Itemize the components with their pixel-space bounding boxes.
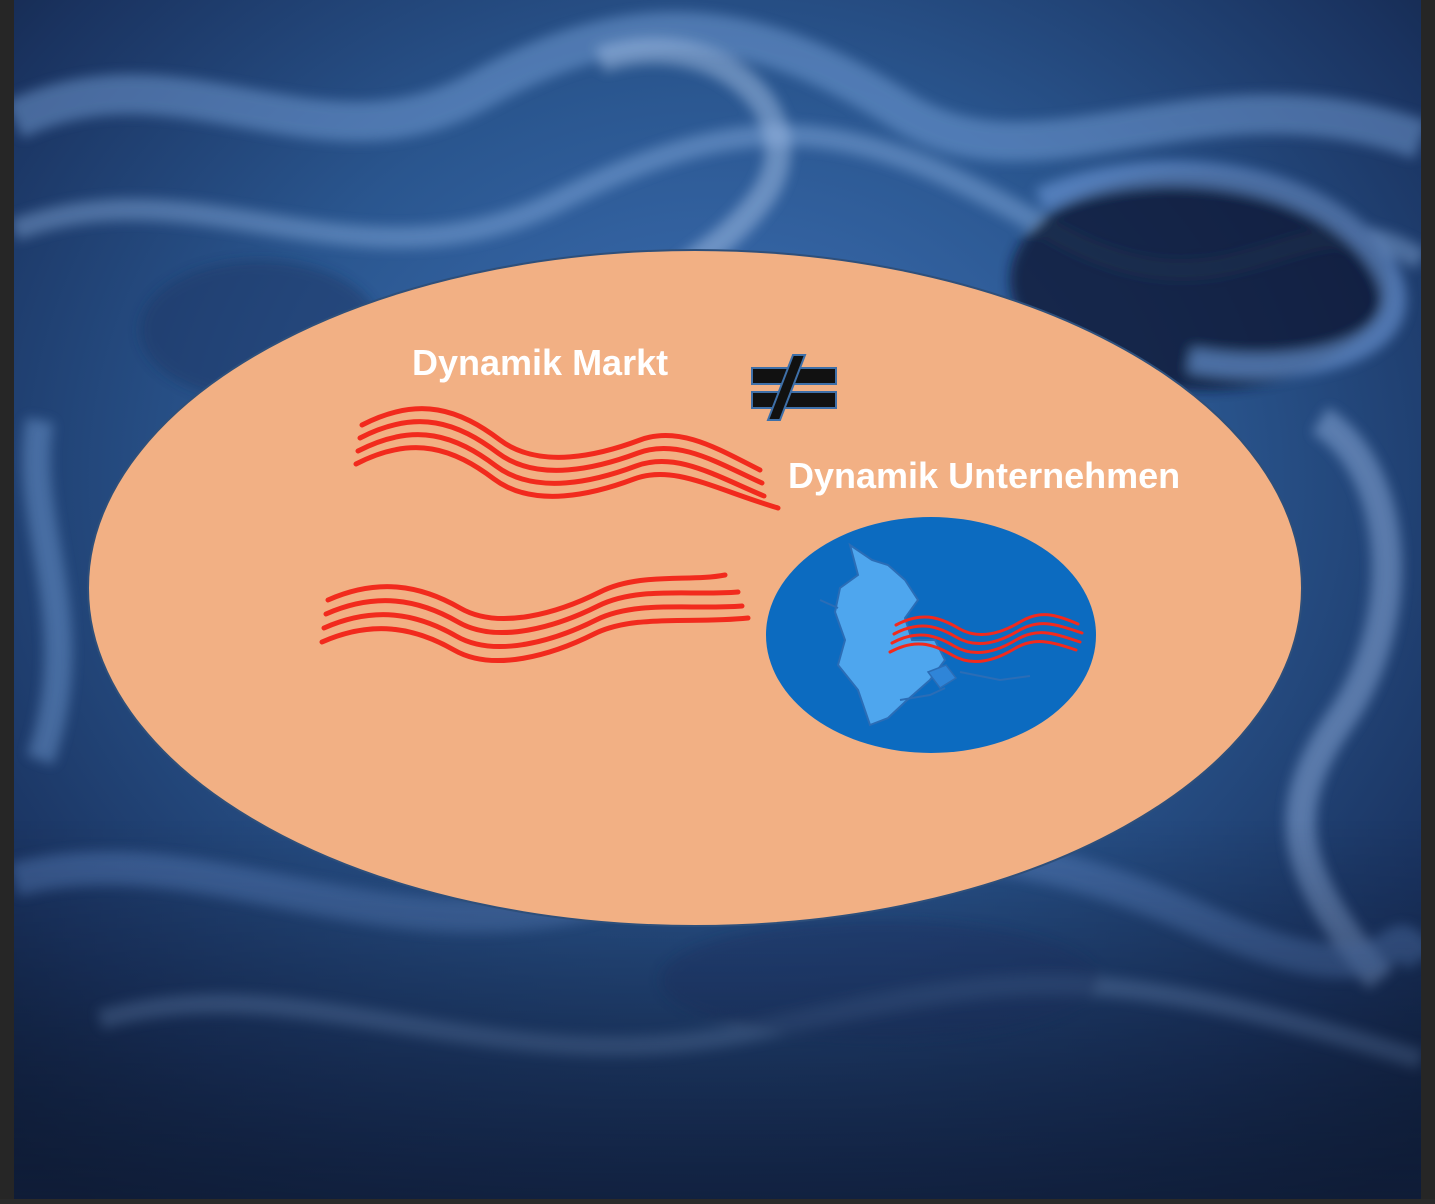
market-wave-line (353, 445, 781, 511)
company-wave-line (890, 631, 1082, 654)
market-wave-line (359, 406, 763, 473)
crack-hole (833, 542, 947, 727)
left-frame-border (0, 0, 14, 1199)
market-wave-line (321, 603, 745, 649)
right-frame-border (1421, 0, 1435, 1199)
company-wave-line (888, 640, 1078, 663)
market-wave-group-lower (319, 572, 751, 663)
market-ellipse (87, 249, 1303, 927)
market-wave-line (355, 432, 767, 499)
market-wave-line (323, 589, 741, 635)
company-wave-line (894, 613, 1080, 636)
company-dynamics-label: Dynamik Unternehmen (788, 455, 1180, 496)
market-wave-line (357, 419, 765, 486)
market-wave-group-upper (353, 406, 781, 511)
company-wave-group (888, 613, 1084, 663)
not-equal-icon (751, 354, 837, 421)
market-wave-line (325, 572, 728, 621)
company-wave-line (892, 622, 1084, 645)
market-wave-line (319, 615, 751, 663)
market-dynamics-label: Dynamik Markt (412, 342, 668, 383)
